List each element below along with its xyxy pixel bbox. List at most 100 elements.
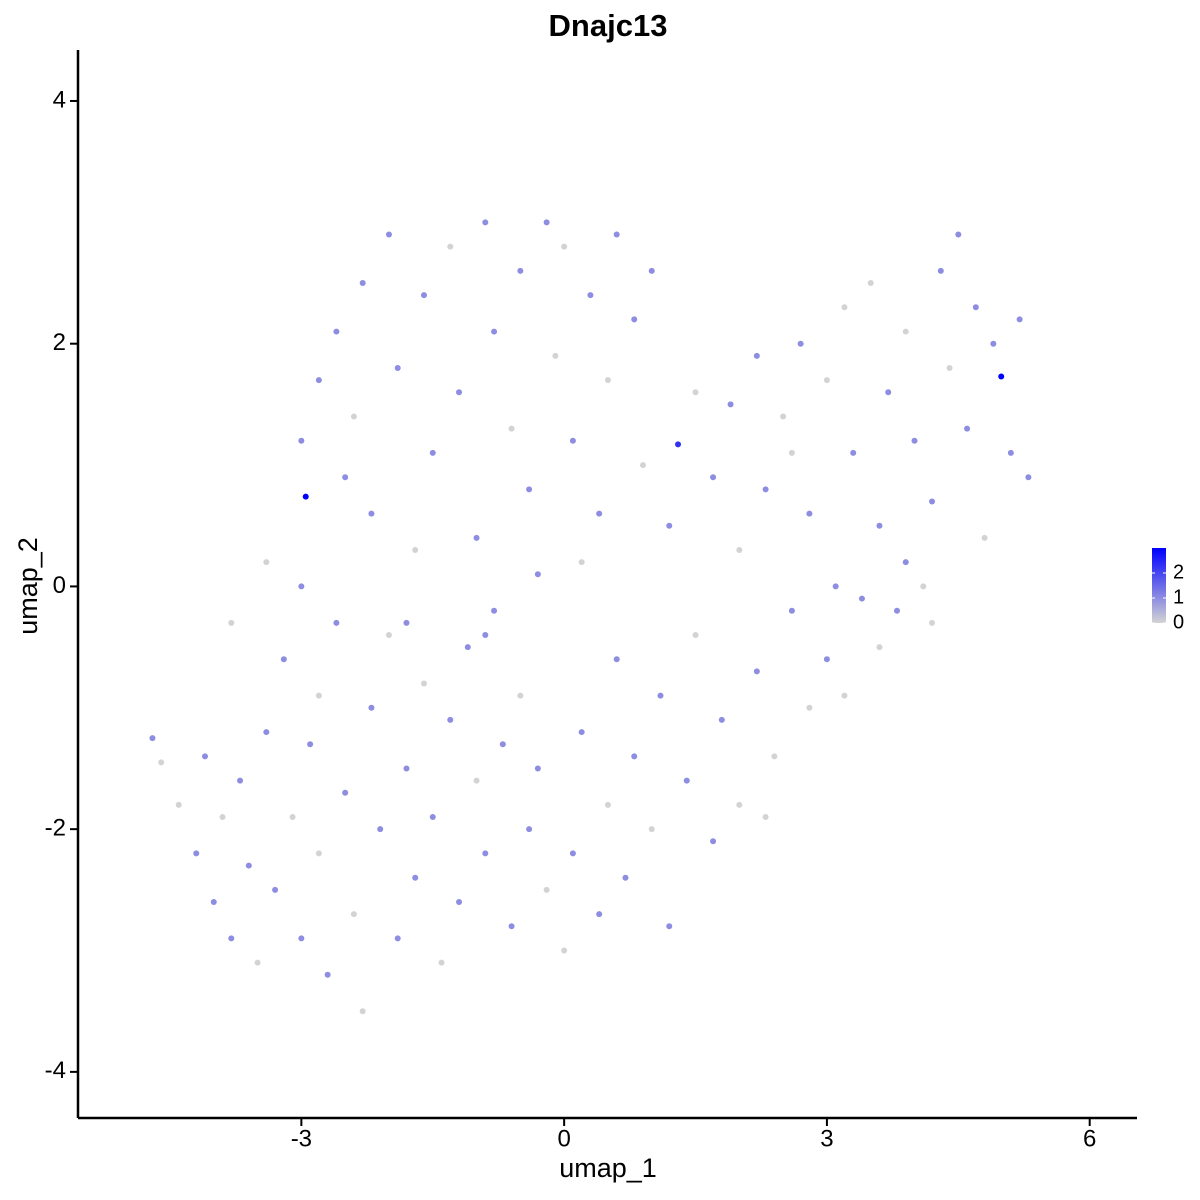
- point: [307, 741, 314, 748]
- point: [613, 231, 620, 238]
- color-tick-label: 2: [1173, 561, 1184, 583]
- point: [368, 510, 375, 517]
- point: [648, 267, 655, 274]
- point: [631, 753, 638, 760]
- point: [823, 656, 830, 663]
- point: [613, 656, 620, 663]
- point: [412, 547, 419, 554]
- point: [692, 631, 699, 638]
- point: [368, 704, 375, 711]
- point: [788, 607, 795, 614]
- point: [718, 716, 725, 723]
- point: [753, 352, 760, 359]
- point: [491, 328, 498, 335]
- point: [937, 267, 944, 274]
- point: [447, 243, 454, 250]
- point: [753, 668, 760, 675]
- point: [604, 377, 611, 384]
- point: [315, 850, 322, 857]
- point: [333, 328, 340, 335]
- point: [272, 886, 279, 893]
- point: [289, 814, 296, 821]
- point: [302, 493, 309, 500]
- point: [263, 729, 270, 736]
- point: [902, 559, 909, 566]
- point: [394, 935, 401, 942]
- point: [885, 389, 892, 396]
- point: [210, 898, 217, 905]
- point: [219, 814, 226, 821]
- point: [710, 838, 717, 845]
- point: [543, 886, 550, 893]
- point: [596, 911, 603, 918]
- point: [911, 437, 918, 444]
- point: [482, 631, 489, 638]
- point: [534, 765, 541, 772]
- point: [315, 692, 322, 699]
- point: [648, 826, 655, 833]
- point: [359, 280, 366, 287]
- point: [350, 911, 357, 918]
- point: [867, 280, 874, 287]
- point: [333, 619, 340, 626]
- point: [438, 959, 445, 966]
- point: [324, 971, 331, 978]
- point: [473, 777, 480, 784]
- point: [403, 619, 410, 626]
- point: [990, 340, 997, 347]
- point: [315, 377, 322, 384]
- point: [420, 680, 427, 687]
- y-axis-title: umap_2: [13, 537, 43, 635]
- chart-title: Dnajc13: [549, 8, 668, 43]
- point: [377, 826, 384, 833]
- point: [508, 923, 515, 930]
- point: [385, 231, 392, 238]
- point: [876, 522, 883, 529]
- point: [420, 292, 427, 299]
- point: [499, 741, 506, 748]
- point: [473, 534, 480, 541]
- point: [517, 267, 524, 274]
- point: [158, 759, 165, 766]
- point: [342, 474, 349, 481]
- point: [797, 340, 804, 347]
- point: [578, 559, 585, 566]
- x-tick-label: 0: [557, 1125, 570, 1152]
- point: [543, 219, 550, 226]
- point: [858, 595, 865, 602]
- point: [149, 735, 156, 742]
- point: [666, 923, 673, 930]
- point: [385, 631, 392, 638]
- point: [788, 449, 795, 456]
- point: [394, 364, 401, 371]
- point: [771, 753, 778, 760]
- y-tick-label: -4: [45, 1057, 66, 1084]
- point: [736, 547, 743, 554]
- point: [902, 328, 909, 335]
- point: [675, 441, 682, 448]
- point: [631, 316, 638, 323]
- point: [622, 874, 629, 881]
- point: [526, 826, 533, 833]
- point: [692, 389, 699, 396]
- point: [823, 377, 830, 384]
- point: [920, 583, 927, 590]
- color-tick-label: 1: [1173, 586, 1184, 608]
- point: [841, 692, 848, 699]
- point: [578, 729, 585, 736]
- point: [193, 850, 200, 857]
- point: [561, 243, 568, 250]
- point: [998, 373, 1005, 380]
- point: [228, 935, 235, 942]
- point: [412, 874, 419, 881]
- x-tick-label: 6: [1083, 1125, 1096, 1152]
- point: [1025, 474, 1032, 481]
- point: [350, 413, 357, 420]
- y-tick-label: 0: [53, 572, 66, 599]
- point: [429, 449, 436, 456]
- point: [929, 619, 936, 626]
- point: [876, 644, 883, 651]
- point: [534, 571, 541, 578]
- point: [298, 935, 305, 942]
- point: [657, 692, 664, 699]
